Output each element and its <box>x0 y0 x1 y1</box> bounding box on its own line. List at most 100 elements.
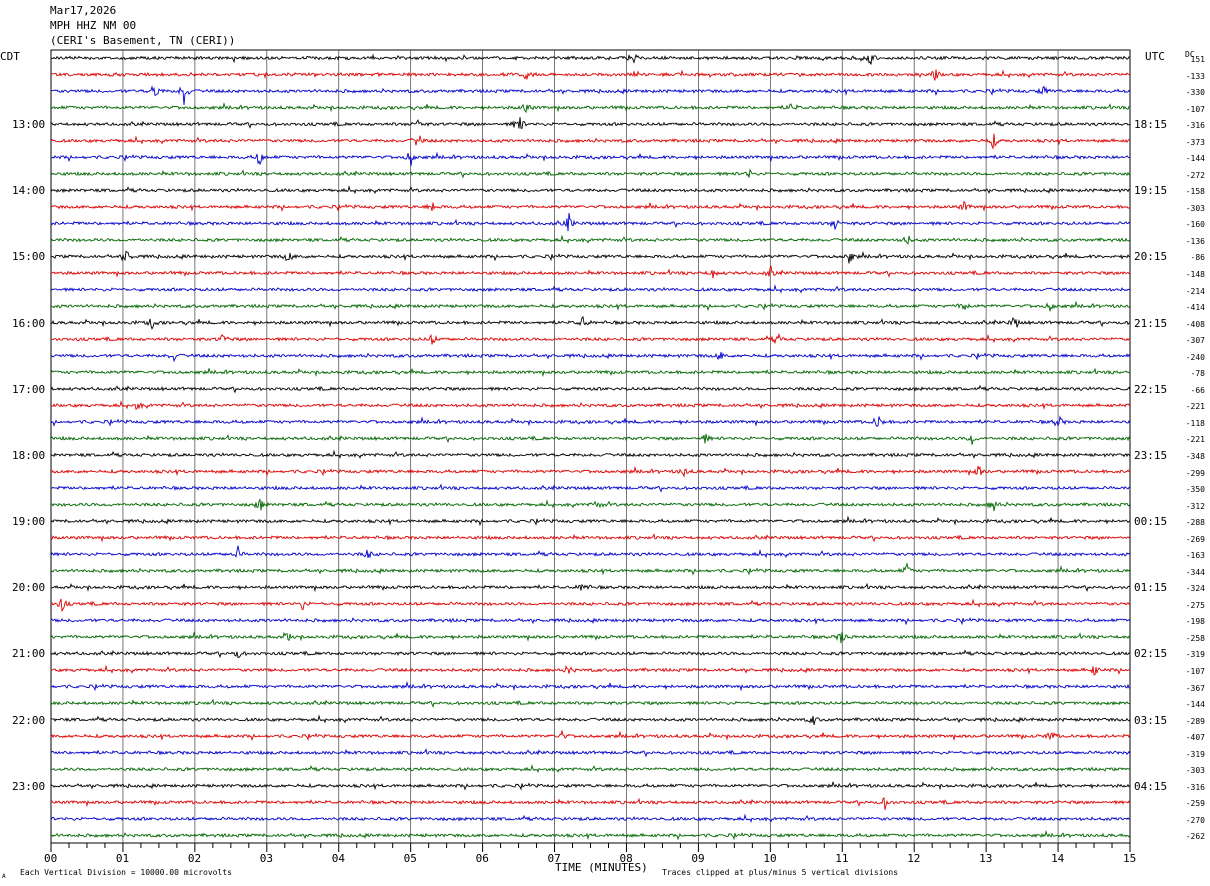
dc-offset-label: -198 <box>1185 617 1205 627</box>
right-hour-label: 02:15 <box>1134 647 1168 661</box>
trace-line <box>50 53 1131 65</box>
dc-offset-label: -303 <box>1185 766 1205 776</box>
dc-offset-label: -288 <box>1185 518 1205 528</box>
trace-line <box>50 631 1131 644</box>
trace-line <box>50 829 1131 841</box>
clip-note: Traces clipped at plus/minus 5 vertical … <box>662 868 899 877</box>
dc-offset-label: -144 <box>1185 154 1205 164</box>
dc-offset-label: -324 <box>1185 584 1205 594</box>
left-hour-label: 14:00 <box>12 184 46 198</box>
header-location: (CERI's Basement, TN (CERI)) <box>50 34 236 47</box>
left-hour-label: 17:00 <box>12 382 46 396</box>
dc-offset-label: -258 <box>1185 633 1205 643</box>
dc-offset-label: -107 <box>1185 666 1205 676</box>
trace-line <box>50 168 1131 179</box>
trace-line <box>50 698 1131 708</box>
right-hour-label: 01:15 <box>1134 581 1168 595</box>
right-hour-label: 18:15 <box>1134 118 1168 132</box>
x-tick-label: 07 <box>547 852 561 865</box>
x-tick-label: 01 <box>115 852 130 865</box>
dc-offset-label: -275 <box>1185 600 1205 610</box>
x-tick-label: 03 <box>259 852 274 865</box>
left-hour-label: 15:00 <box>12 250 46 264</box>
x-tick-label: 02 <box>187 852 202 865</box>
trace-line <box>50 729 1131 742</box>
x-tick-label: 04 <box>331 852 345 865</box>
trace-line <box>50 533 1131 543</box>
dc-offset-label: -289 <box>1185 716 1205 726</box>
dc-offset-label: -148 <box>1185 270 1205 280</box>
left-hour-label: 18:00 <box>12 448 46 462</box>
dc-offset-label: -299 <box>1185 468 1205 478</box>
right-hour-label: 00:15 <box>1134 515 1168 529</box>
left-timezone-label: CDT <box>0 50 20 63</box>
dc-offset-label: -272 <box>1185 170 1205 180</box>
right-hour-label: 20:15 <box>1134 250 1168 264</box>
trace-line <box>50 117 1131 129</box>
dc-offset-label: -270 <box>1185 815 1205 825</box>
x-tick-label: 10 <box>763 852 777 865</box>
trace-line <box>50 763 1131 774</box>
left-hour-label: 16:00 <box>12 316 46 330</box>
trace-line <box>50 598 1131 613</box>
dc-offset-label: -86 <box>1190 253 1205 263</box>
trace-line <box>50 796 1131 810</box>
left-hour-label: 20:00 <box>12 581 46 595</box>
trace-line <box>50 265 1131 279</box>
x-tick-label: 09 <box>691 852 705 865</box>
trace-line <box>50 200 1131 212</box>
trace-line <box>50 781 1131 791</box>
x-tick-label: 05 <box>403 852 417 865</box>
trace-line <box>50 649 1131 659</box>
dc-offset-label: -160 <box>1185 220 1205 230</box>
trace-line <box>50 582 1131 593</box>
trace-line <box>50 515 1131 527</box>
left-hour-label: 21:00 <box>12 647 46 661</box>
plot-frame <box>50 49 1131 844</box>
left-hour-label: 22:00 <box>12 713 46 727</box>
dc-offset-label: -262 <box>1185 832 1205 842</box>
trace-line <box>50 415 1131 428</box>
right-timezone-label: UTC <box>1145 50 1165 63</box>
trace-line <box>50 664 1131 676</box>
trace-line <box>50 384 1131 394</box>
x-tick-label: 11 <box>835 852 849 865</box>
trace-line <box>50 212 1131 232</box>
header-station: MPH HHZ NM 00 <box>50 19 137 32</box>
dc-offset-label: -312 <box>1185 501 1205 511</box>
left-hour-label: 19:00 <box>12 515 46 529</box>
corner-mark: A <box>2 873 6 880</box>
dc-offset-label: -330 <box>1185 88 1205 98</box>
dc-offset-label: -319 <box>1185 749 1205 759</box>
x-axis-label: TIME (MINUTES) <box>555 861 648 874</box>
trace-line <box>50 351 1131 363</box>
x-tick-label: 14 <box>1051 852 1065 865</box>
dc-offset-label: -259 <box>1185 799 1205 809</box>
trace-line <box>50 69 1131 81</box>
dc-offset-label: -414 <box>1185 303 1205 313</box>
x-tick-label: 12 <box>907 852 921 865</box>
x-tick-label: 00 <box>44 852 58 865</box>
dc-offset-label: -307 <box>1185 336 1205 346</box>
trace-line <box>50 367 1131 378</box>
x-tick-label: 06 <box>475 852 489 865</box>
trace-line <box>50 680 1130 692</box>
trace-line <box>50 315 1131 330</box>
trace-line <box>50 332 1131 345</box>
right-hour-label: 03:15 <box>1134 713 1168 727</box>
x-tick-label: 13 <box>979 852 993 865</box>
trace-line <box>50 184 1131 195</box>
dc-offset-label: -214 <box>1185 286 1205 296</box>
dc-offset-label: -319 <box>1185 650 1205 660</box>
right-hour-label: 23:15 <box>1134 448 1168 462</box>
dc-offset-label: -158 <box>1185 187 1205 197</box>
trace-line <box>50 85 1131 105</box>
trace-line <box>50 562 1131 576</box>
dc-offset-label: -344 <box>1185 567 1205 577</box>
dc-offset-label: -408 <box>1185 319 1205 329</box>
dc-offset-label: -348 <box>1185 451 1205 461</box>
trace-line <box>50 545 1131 559</box>
trace-line <box>50 748 1131 758</box>
dc-offset-label: -118 <box>1185 418 1205 428</box>
